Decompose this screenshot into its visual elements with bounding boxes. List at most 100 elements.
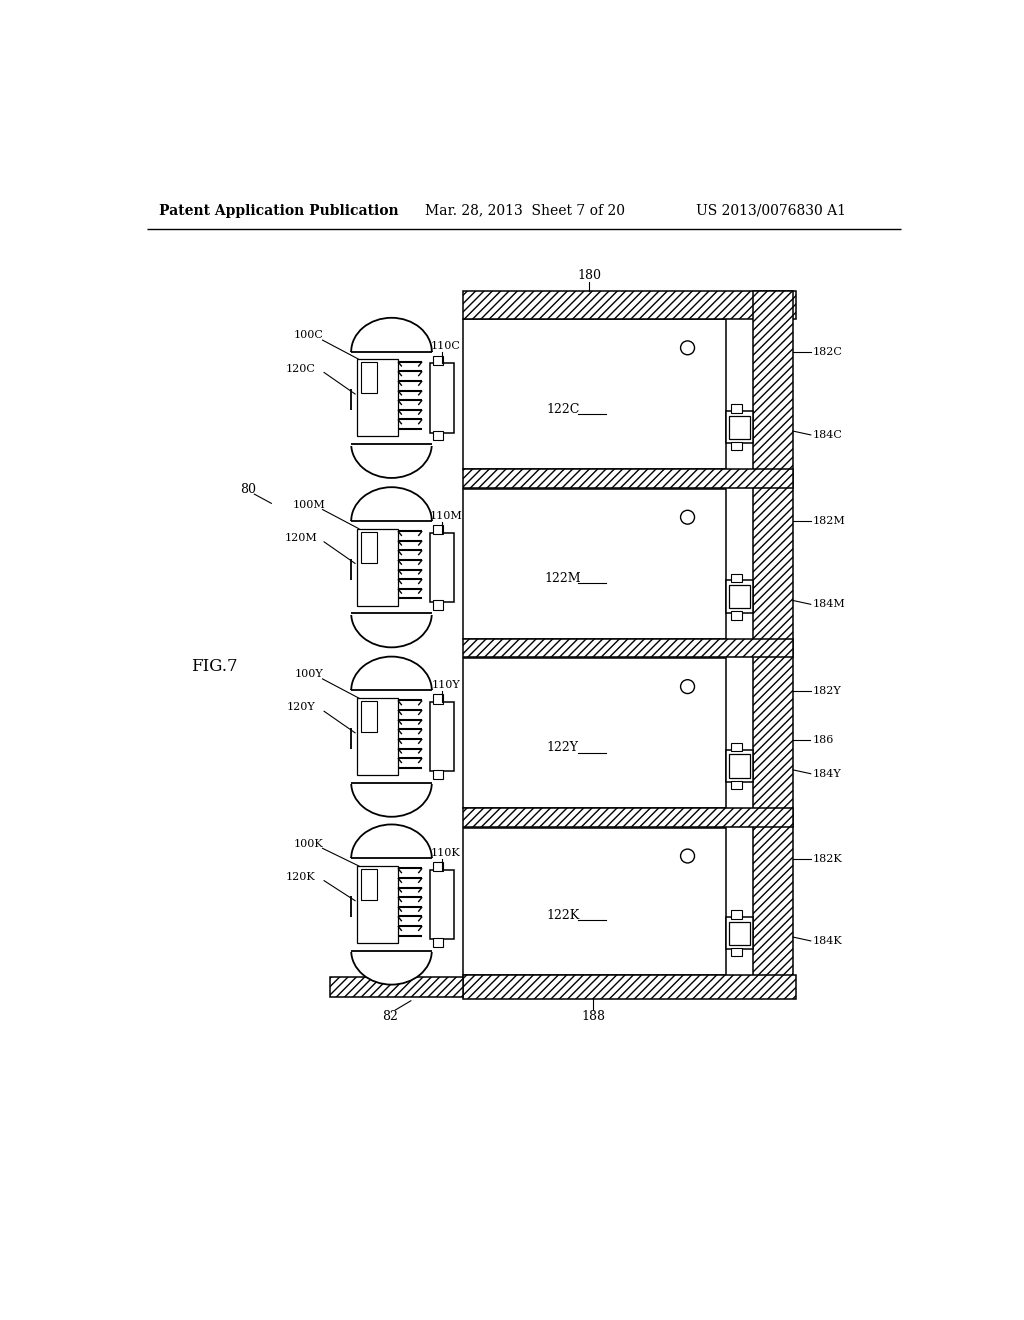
Ellipse shape xyxy=(681,511,694,524)
Bar xyxy=(731,573,741,582)
Text: 120C: 120C xyxy=(286,363,315,374)
Bar xyxy=(729,416,750,438)
Bar xyxy=(726,411,753,444)
Bar xyxy=(432,937,443,946)
Text: US 2013/0076830 A1: US 2013/0076830 A1 xyxy=(696,203,846,218)
Bar xyxy=(463,290,796,318)
Text: 180: 180 xyxy=(578,269,601,282)
Bar xyxy=(360,532,377,562)
Ellipse shape xyxy=(351,487,432,554)
Bar xyxy=(726,581,753,612)
Text: 110C: 110C xyxy=(431,342,461,351)
Bar xyxy=(463,659,726,808)
Bar xyxy=(349,579,433,615)
Bar xyxy=(430,363,454,433)
Text: Patent Application Publication: Patent Application Publication xyxy=(160,203,399,218)
Ellipse shape xyxy=(681,341,694,355)
Text: 122K: 122K xyxy=(547,909,580,921)
Text: 186: 186 xyxy=(813,735,835,746)
Ellipse shape xyxy=(351,318,432,385)
Bar xyxy=(351,521,432,614)
Text: 80: 80 xyxy=(240,483,256,496)
Bar xyxy=(360,869,377,900)
Ellipse shape xyxy=(351,411,432,478)
Bar xyxy=(432,862,443,871)
Text: 182M: 182M xyxy=(813,516,846,527)
Text: 182Y: 182Y xyxy=(813,685,842,696)
Text: 110M: 110M xyxy=(429,511,462,520)
Text: 100Y: 100Y xyxy=(294,669,323,680)
Text: 184M: 184M xyxy=(813,599,846,610)
Text: 100M: 100M xyxy=(292,500,325,510)
Bar xyxy=(726,917,753,949)
Bar xyxy=(360,701,377,733)
Bar xyxy=(463,488,726,639)
Bar xyxy=(430,702,454,771)
Bar xyxy=(731,611,741,619)
Bar xyxy=(357,698,397,775)
Bar xyxy=(349,690,433,729)
Bar xyxy=(726,750,753,783)
Bar xyxy=(731,743,741,751)
Bar xyxy=(349,521,433,558)
Ellipse shape xyxy=(351,579,432,647)
Bar xyxy=(360,363,377,393)
Text: 120K: 120K xyxy=(286,871,315,882)
Bar xyxy=(430,870,454,940)
Bar xyxy=(731,404,741,413)
Text: 122Y: 122Y xyxy=(547,742,579,755)
Ellipse shape xyxy=(351,825,432,892)
Text: 184C: 184C xyxy=(813,430,843,440)
Text: 122C: 122C xyxy=(546,403,580,416)
Text: FIG.7: FIG.7 xyxy=(191,659,239,675)
Bar xyxy=(351,690,432,783)
Bar xyxy=(432,770,443,779)
Text: 120M: 120M xyxy=(285,533,317,543)
Text: 100K: 100K xyxy=(294,838,324,849)
Ellipse shape xyxy=(351,917,432,985)
Bar xyxy=(357,529,397,606)
Bar xyxy=(432,601,443,610)
Text: 100C: 100C xyxy=(294,330,324,341)
Bar xyxy=(351,351,432,444)
Bar xyxy=(349,351,433,389)
Text: 188: 188 xyxy=(581,1010,605,1023)
Bar xyxy=(432,694,443,704)
Bar xyxy=(729,585,750,609)
Bar xyxy=(463,974,796,999)
Bar xyxy=(351,858,432,950)
Bar xyxy=(357,359,397,437)
Bar xyxy=(349,858,433,896)
Text: 182C: 182C xyxy=(813,347,843,356)
Ellipse shape xyxy=(681,680,694,693)
Text: 182K: 182K xyxy=(813,854,843,865)
Bar xyxy=(729,921,750,945)
Bar xyxy=(463,808,793,826)
Bar xyxy=(731,948,741,956)
Text: 184K: 184K xyxy=(813,936,843,946)
Bar xyxy=(430,533,454,602)
Bar xyxy=(463,319,726,470)
Bar xyxy=(463,470,793,488)
Bar xyxy=(731,909,741,919)
Bar xyxy=(330,977,463,997)
Bar xyxy=(357,866,397,942)
Text: 110Y: 110Y xyxy=(431,680,460,690)
Bar xyxy=(463,828,726,974)
Ellipse shape xyxy=(351,748,432,817)
Bar xyxy=(729,755,750,777)
Bar xyxy=(463,639,793,657)
Bar xyxy=(731,442,741,450)
Ellipse shape xyxy=(681,849,694,863)
Text: Mar. 28, 2013  Sheet 7 of 20: Mar. 28, 2013 Sheet 7 of 20 xyxy=(425,203,625,218)
Bar xyxy=(349,917,433,952)
Text: 120Y: 120Y xyxy=(287,702,315,713)
Text: 110K: 110K xyxy=(431,847,461,858)
Bar xyxy=(753,290,793,993)
Bar xyxy=(432,525,443,535)
Bar xyxy=(432,430,443,441)
Bar xyxy=(349,411,433,446)
Bar xyxy=(432,355,443,364)
Bar xyxy=(731,780,741,789)
Bar xyxy=(349,748,433,784)
